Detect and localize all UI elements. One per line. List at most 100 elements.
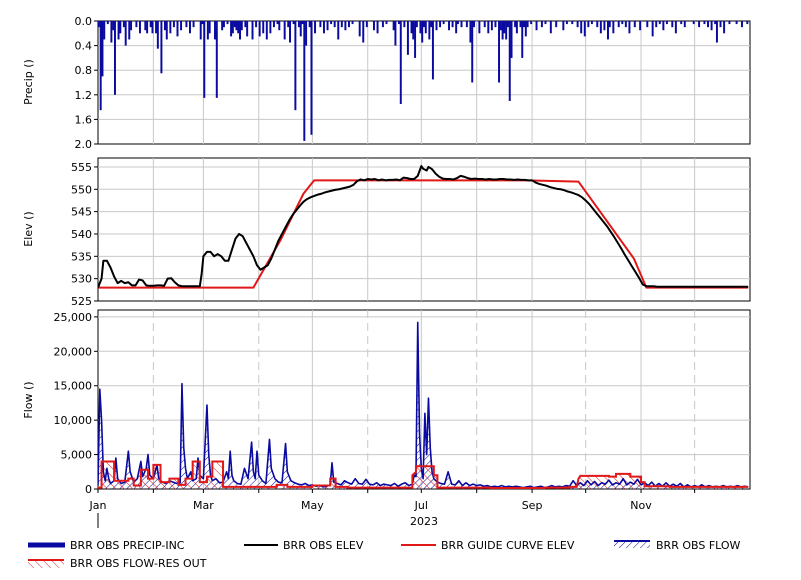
precip-bar [698, 21, 701, 28]
precip-bar [276, 21, 279, 25]
precip-bar [112, 21, 115, 31]
precip-bar [326, 21, 329, 31]
precip-bar [199, 21, 202, 40]
precip-bar [662, 21, 665, 31]
precip-bar [117, 21, 120, 40]
precip-bar [478, 21, 481, 34]
precip-bar [617, 21, 620, 28]
precip-bar [703, 21, 706, 25]
precip-bar [603, 21, 606, 31]
precip-bar [460, 21, 463, 28]
precip-bar [442, 21, 445, 25]
precip-bar [385, 21, 388, 25]
precip-bars [98, 21, 749, 141]
precip-bar [185, 21, 188, 28]
precip-bar [265, 21, 268, 40]
legend-item-guide-curve: BRR GUIDE CURVE ELEV [401, 539, 575, 552]
precip-bar [503, 21, 506, 34]
x-axis-year-label: 2023 [410, 515, 438, 528]
elev-y-tick-label: 555 [71, 161, 92, 174]
precip-bar [189, 21, 191, 34]
precip-bar [707, 21, 710, 28]
precip-bar [99, 21, 102, 111]
elev-y-tick-label: 535 [71, 250, 92, 263]
legend-item-precip-inc: BRR OBS PRECIP-INC [28, 539, 185, 552]
precip-bar [674, 21, 677, 34]
precip-bar [135, 21, 138, 28]
flow-panel: 0 5,000 10,000 15,000 20,000 25,000 Flow () [22, 309, 751, 496]
precip-bar [272, 21, 275, 28]
legend-label-guide-curve: BRR GUIDE CURVE ELEV [441, 539, 575, 552]
precip-bar [571, 21, 574, 25]
legend-item-obs-flow: BRR OBS FLOW [614, 539, 741, 552]
elev-y-axis: 525 530 535 540 545 550 555 [71, 161, 98, 308]
precip-bar [714, 21, 717, 25]
precip-bar [683, 21, 686, 28]
precip-bar [565, 21, 568, 25]
precip-bar [455, 21, 458, 34]
precip-bar [239, 21, 241, 40]
precip-bar [535, 21, 538, 31]
precip-bar [621, 21, 624, 25]
precip-bar [465, 21, 468, 28]
precip-bar [521, 21, 524, 58]
precip-bar [633, 21, 636, 28]
legend-label-precip-inc: BRR OBS PRECIP-INC [70, 539, 185, 552]
precip-bar [262, 21, 265, 34]
precip-bar [728, 21, 731, 25]
x-tick-label: Sep [522, 499, 543, 512]
precip-bar [483, 21, 486, 28]
precip-bar [149, 21, 152, 28]
elev-y-axis-title: Elev () [22, 211, 35, 246]
precip-bar [487, 21, 490, 34]
precip-bar [508, 21, 511, 101]
precip-bar [494, 21, 497, 28]
precip-bar [208, 21, 211, 34]
elev-grid [98, 158, 750, 301]
precip-bar [451, 21, 454, 28]
precip-bar [289, 21, 292, 43]
precip-bar [471, 21, 474, 83]
legend-item-flow-res-out: BRR OBS FLOW-RES OUT [28, 557, 207, 570]
precip-bar [499, 21, 502, 31]
precip-bar [723, 21, 726, 34]
precip-bar [235, 21, 238, 31]
precip-bar [283, 21, 286, 40]
precip-bar [297, 21, 300, 28]
precip-bar [415, 21, 418, 28]
precip-bar [469, 21, 472, 43]
precip-y-tick-label: 2.0 [75, 138, 93, 151]
precip-bar [403, 21, 406, 28]
precip-bar [740, 21, 743, 28]
precip-bar [412, 21, 415, 40]
precip-bar [510, 21, 513, 58]
precip-bar [410, 21, 413, 34]
flow-y-axis-title: Flow () [22, 381, 35, 418]
precip-bar [639, 21, 642, 31]
flow-series [98, 321, 749, 489]
precip-bar [583, 21, 586, 37]
flow-y-tick-label: 5,000 [61, 449, 93, 462]
precip-y-axis-title: Precip () [22, 59, 35, 105]
precip-bar [414, 21, 417, 58]
precip-bar [122, 21, 125, 28]
legend-label-flow-res-out: BRR OBS FLOW-RES OUT [70, 557, 207, 570]
precip-bar [292, 21, 295, 25]
precip-bar [246, 21, 249, 37]
precip-bar [490, 21, 493, 31]
precip-y-tick-label: 0.0 [75, 15, 93, 28]
precip-bar [103, 21, 106, 40]
precip-bar [244, 21, 247, 28]
precip-bar [607, 21, 609, 40]
precip-bar [151, 21, 154, 34]
elev-y-tick-label: 530 [71, 273, 92, 286]
x-axis: 2023 Jan Mar May Jul Sep Nov [89, 489, 696, 528]
precip-bar [365, 21, 368, 28]
flow-y-tick-label: 20,000 [54, 345, 93, 358]
precip-bar [549, 21, 552, 34]
precip-bar [110, 21, 113, 43]
elev-y-tick-label: 550 [71, 183, 92, 196]
precip-bar [128, 21, 131, 40]
precip-bar [160, 21, 163, 74]
precip-bar [665, 21, 668, 25]
